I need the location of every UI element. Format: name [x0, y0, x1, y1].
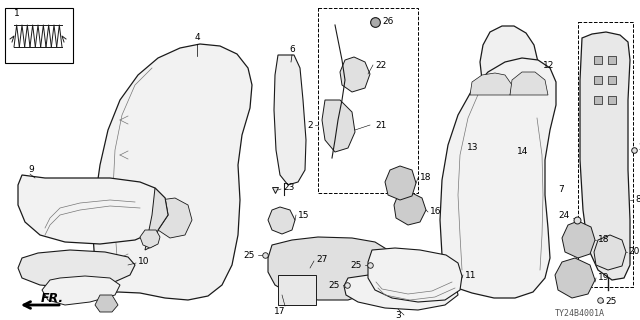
Polygon shape	[562, 221, 595, 258]
Bar	[578, 22, 633, 287]
Text: 26: 26	[382, 18, 394, 27]
Bar	[608, 96, 616, 104]
Polygon shape	[344, 273, 458, 310]
Text: 7: 7	[558, 186, 564, 195]
Text: 17: 17	[275, 308, 285, 316]
Polygon shape	[18, 175, 168, 244]
Text: 12: 12	[543, 60, 554, 69]
Polygon shape	[555, 258, 595, 298]
Text: 1: 1	[14, 10, 20, 19]
Polygon shape	[394, 192, 426, 225]
Text: 25: 25	[605, 298, 616, 307]
Text: 25: 25	[244, 251, 255, 260]
Text: 6: 6	[289, 45, 295, 54]
Text: 15: 15	[298, 211, 310, 220]
Text: 9: 9	[28, 165, 34, 174]
Polygon shape	[268, 237, 392, 300]
Polygon shape	[510, 72, 548, 95]
Text: 13: 13	[467, 143, 478, 153]
Polygon shape	[368, 248, 462, 302]
Bar	[608, 76, 616, 84]
Text: 10: 10	[138, 258, 150, 267]
Polygon shape	[470, 73, 512, 95]
Bar	[594, 56, 602, 64]
Bar	[318, 8, 418, 193]
Bar	[278, 275, 316, 305]
Polygon shape	[480, 26, 538, 98]
Polygon shape	[268, 207, 295, 234]
Text: 8: 8	[635, 196, 640, 204]
Text: 23: 23	[283, 183, 294, 193]
Polygon shape	[340, 57, 370, 92]
Text: TY24B4001A: TY24B4001A	[555, 309, 605, 318]
Bar	[594, 76, 602, 84]
Text: 22: 22	[375, 60, 387, 69]
Text: 18: 18	[420, 173, 431, 182]
Text: 18: 18	[598, 236, 609, 244]
Text: FR.: FR.	[40, 292, 63, 305]
Polygon shape	[95, 295, 118, 312]
Polygon shape	[93, 44, 252, 300]
Polygon shape	[440, 58, 556, 298]
Polygon shape	[274, 55, 306, 185]
Text: 4: 4	[194, 34, 200, 43]
Bar	[594, 96, 602, 104]
Text: 11: 11	[465, 270, 477, 279]
Text: 19: 19	[598, 274, 609, 283]
Polygon shape	[155, 198, 192, 238]
Polygon shape	[322, 100, 355, 152]
Text: 25: 25	[328, 281, 340, 290]
Text: 3: 3	[395, 310, 401, 319]
Bar	[608, 56, 616, 64]
Text: 20: 20	[628, 247, 639, 257]
Bar	[5, 8, 73, 63]
Polygon shape	[580, 32, 630, 280]
Text: 2: 2	[307, 121, 313, 130]
Text: 16: 16	[430, 207, 442, 217]
Text: 27: 27	[316, 255, 328, 265]
Polygon shape	[145, 188, 168, 250]
Polygon shape	[42, 276, 120, 305]
Text: 25: 25	[638, 143, 640, 153]
Polygon shape	[594, 235, 626, 270]
Polygon shape	[140, 230, 160, 248]
Text: 25: 25	[351, 260, 362, 269]
Text: 21: 21	[375, 121, 387, 130]
Polygon shape	[385, 166, 416, 200]
Polygon shape	[18, 250, 135, 288]
Text: 14: 14	[517, 148, 529, 156]
Text: 24: 24	[559, 211, 570, 220]
